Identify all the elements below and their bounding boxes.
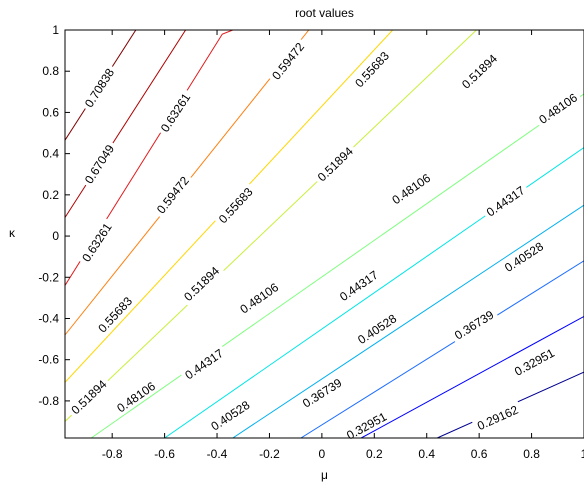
x-tick-label: -0.6 — [154, 447, 175, 461]
y-tick-label: 0.8 — [42, 64, 59, 78]
x-tick-label: 0.8 — [523, 447, 540, 461]
contour-lines — [65, 30, 584, 438]
contour-line-5 — [65, 30, 477, 422]
contour-line-6 — [90, 93, 584, 438]
y-axis-ticks: 1 0.8 0.6 0.4 0.2 0 -0.2 -0.4 -0.6 -0.8 — [38, 23, 70, 408]
y-tick-label: -0.2 — [38, 270, 59, 284]
x-tick-label: 1 — [581, 447, 584, 461]
x-axis-ticks: -0.8 -0.6 -0.4 -0.2 0 0.2 0.4 0.6 0.8 1 — [102, 30, 584, 461]
y-tick-label: 0.4 — [42, 147, 59, 161]
y-tick-label: 0 — [52, 229, 59, 243]
plot-frame — [64, 29, 584, 439]
y-tick-label: -0.8 — [38, 394, 59, 408]
x-axis-label: μ — [321, 468, 328, 482]
y-tick-label: 1 — [52, 23, 59, 37]
x-tick-label: 0 — [319, 447, 326, 461]
contour-line-8 — [232, 204, 584, 438]
x-tick-label: -0.8 — [102, 447, 123, 461]
y-tick-label: -0.4 — [38, 311, 59, 325]
x-tick-label: 0.6 — [471, 447, 488, 461]
y-tick-label: 0.2 — [42, 188, 59, 202]
y-tick-label: 0.6 — [42, 105, 59, 119]
plot-area — [65, 30, 584, 438]
contour-line-2 — [65, 30, 233, 286]
y-axis-label: κ — [9, 226, 16, 240]
x-tick-label: 0.2 — [366, 447, 383, 461]
contour-line-10 — [360, 315, 584, 438]
y-tick-label: -0.6 — [38, 353, 59, 367]
contour-line-1 — [65, 30, 187, 218]
x-tick-label: 0.4 — [418, 447, 435, 461]
x-tick-label: -0.4 — [207, 447, 228, 461]
chart-title: root values — [295, 6, 354, 20]
x-tick-label: -0.2 — [259, 447, 280, 461]
contour-line-9 — [300, 260, 584, 438]
